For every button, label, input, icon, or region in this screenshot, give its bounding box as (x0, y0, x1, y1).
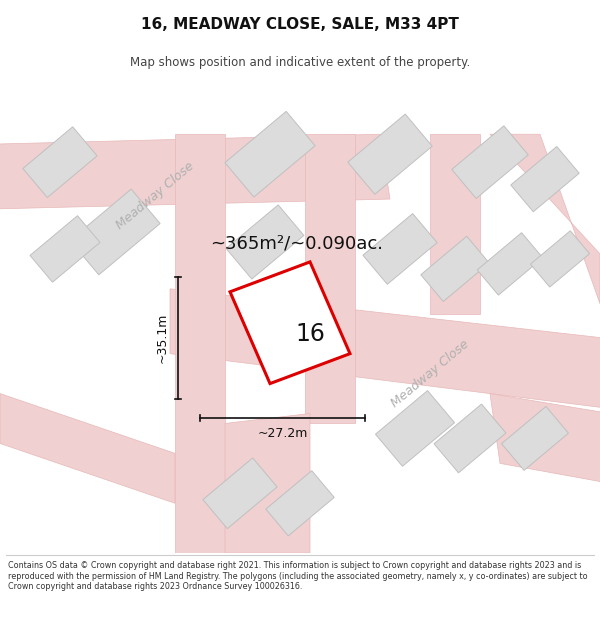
Polygon shape (452, 126, 528, 199)
Polygon shape (490, 134, 600, 304)
Text: Meadway Close: Meadway Close (113, 160, 196, 232)
Polygon shape (225, 111, 315, 197)
Polygon shape (0, 394, 175, 503)
Polygon shape (226, 205, 304, 279)
Polygon shape (490, 394, 600, 483)
Polygon shape (477, 232, 543, 295)
Text: 16: 16 (295, 322, 325, 346)
Polygon shape (30, 216, 100, 282)
Text: Map shows position and indicative extent of the property.: Map shows position and indicative extent… (130, 56, 470, 69)
Polygon shape (502, 406, 568, 471)
Text: Meadway Close: Meadway Close (389, 338, 472, 410)
Text: 16, MEADWAY CLOSE, SALE, M33 4PT: 16, MEADWAY CLOSE, SALE, M33 4PT (141, 17, 459, 32)
Polygon shape (348, 114, 432, 194)
Polygon shape (305, 134, 355, 424)
Polygon shape (225, 414, 310, 553)
Text: ~35.1m: ~35.1m (155, 312, 169, 363)
Polygon shape (70, 189, 160, 275)
Polygon shape (0, 134, 390, 209)
Text: Contains OS data © Crown copyright and database right 2021. This information is : Contains OS data © Crown copyright and d… (8, 561, 587, 591)
Polygon shape (203, 458, 277, 529)
Polygon shape (430, 134, 480, 314)
Polygon shape (511, 146, 579, 212)
Polygon shape (421, 236, 489, 301)
Polygon shape (530, 231, 590, 287)
Polygon shape (230, 262, 350, 384)
Polygon shape (266, 471, 334, 536)
Text: ~27.2m: ~27.2m (257, 427, 308, 440)
Polygon shape (363, 214, 437, 284)
Polygon shape (175, 134, 225, 553)
Polygon shape (376, 391, 455, 466)
Polygon shape (170, 289, 600, 409)
Text: ~365m²/~0.090ac.: ~365m²/~0.090ac. (210, 235, 383, 253)
Polygon shape (23, 127, 97, 198)
Polygon shape (434, 404, 506, 473)
